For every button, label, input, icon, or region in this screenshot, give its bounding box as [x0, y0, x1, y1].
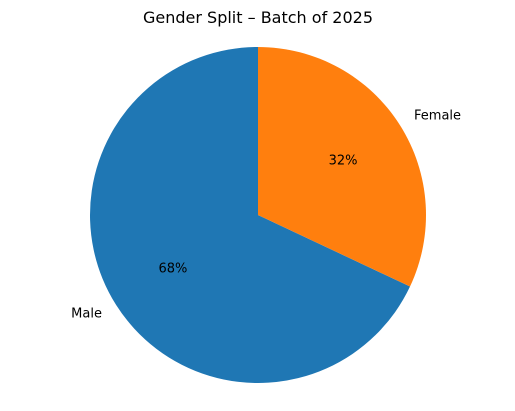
pct-label-female: 32%	[329, 153, 358, 168]
pie-slice-male	[90, 47, 411, 384]
slice-label-female: Female	[414, 108, 461, 123]
pie-labels: Male 68% Female 32%	[71, 108, 461, 321]
pie-slices	[90, 47, 427, 384]
pie-slice-female	[258, 47, 427, 287]
pct-label-male: 68%	[158, 262, 187, 277]
chart-title: Gender Split – Batch of 2025	[143, 8, 373, 27]
slice-label-male: Male	[71, 307, 102, 322]
